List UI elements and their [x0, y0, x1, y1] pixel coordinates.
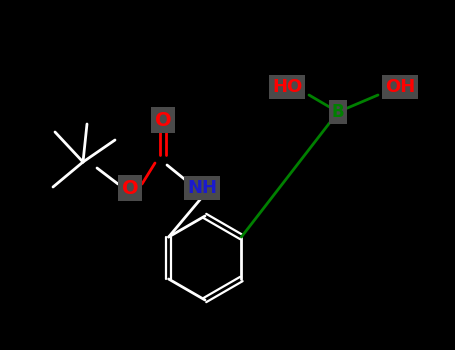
Text: O: O [155, 111, 172, 130]
Text: B: B [332, 103, 344, 121]
Text: NH: NH [187, 179, 217, 197]
Text: O: O [121, 178, 138, 197]
Text: OH: OH [385, 78, 415, 96]
Text: HO: HO [272, 78, 302, 96]
